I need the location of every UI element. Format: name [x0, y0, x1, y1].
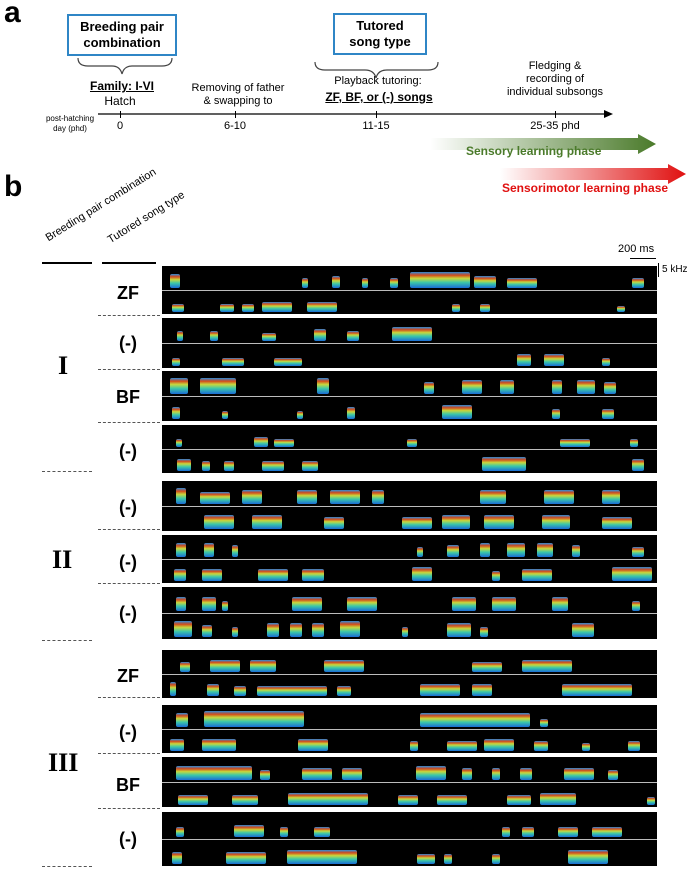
song-label-I-1: ZF [117, 283, 139, 303]
song-label-I-4: (-) [119, 441, 137, 461]
spectrogram-III-BF [162, 757, 657, 807]
song-sep [98, 422, 160, 423]
sensory-phase-label: Sensory learning phase [466, 144, 602, 158]
spectrogram-III-minus-2 [162, 812, 657, 866]
hatch-label: Hatch [104, 94, 136, 108]
sensorimotor-phase-label: Sensorimotor learning phase [502, 181, 669, 195]
panel-b-letter: b [4, 170, 23, 203]
playback-label: Playback tutoring: [334, 75, 422, 87]
tick-label-0: 0 [116, 120, 124, 132]
scale-label-freq: 5 kHz [662, 264, 688, 275]
brace-graphics [77, 57, 613, 118]
spectrogram-I-BF [162, 371, 657, 421]
spectrogram-II-minus-1 [162, 481, 657, 531]
spectrogram-I-minus-2 [162, 425, 657, 473]
tick-label-25-35: 25-35 phd [530, 120, 580, 132]
song-sep [98, 808, 160, 809]
spectrogram-I-minus-1 [162, 318, 657, 368]
phase-arrows [430, 134, 686, 184]
group-sep-2 [42, 640, 92, 641]
song-sep [98, 697, 160, 698]
spectrogram-III-minus-1 [162, 705, 657, 753]
tick-25-35 [555, 111, 556, 118]
song-label-II-3: (-) [119, 603, 137, 623]
song-sep [98, 753, 160, 754]
group-label-III: III [48, 748, 79, 777]
removal-label: Removing of father & swapping to [191, 82, 285, 107]
song-label-II-1: (-) [119, 497, 137, 517]
spectrogram-III-ZF [162, 650, 657, 698]
header-line-tutored [102, 262, 156, 264]
song-label-I-3: BF [116, 387, 140, 407]
family-label: Family: I-VI [89, 79, 154, 93]
tick-label-6-10: 6-10 [223, 120, 247, 132]
tick-label-11-15: 11-15 [362, 120, 390, 132]
song-sep [98, 529, 160, 530]
tick-6-10 [235, 111, 236, 118]
group-sep-1 [42, 471, 92, 472]
songs-label: ZF, BF, or (-) songs [325, 90, 433, 104]
tick-0 [120, 111, 121, 118]
song-label-II-2: (-) [119, 552, 137, 572]
spectrogram-II-minus-2 [162, 535, 657, 583]
song-label-III-3: BF [116, 775, 140, 795]
group-label-I: I [58, 351, 69, 380]
song-sep [98, 583, 160, 584]
scale-bar-freq [658, 263, 659, 277]
song-label-III-1: ZF [117, 666, 139, 686]
song-sep [98, 315, 160, 316]
group-sep-3 [42, 866, 92, 867]
scale-bar-time [630, 258, 656, 259]
spectrogram-I-ZF [162, 266, 657, 314]
tutored-song-box: Tutored song type [333, 13, 427, 55]
scale-label-time: 200 ms [618, 243, 655, 255]
fledging-label: Fledging & recording of individual subso… [506, 60, 603, 98]
tick-11-15 [376, 111, 377, 118]
song-label-III-2: (-) [119, 722, 137, 742]
panel-a-letter: a [4, 0, 21, 29]
song-label-I-2: (-) [119, 333, 137, 353]
group-label-II: II [52, 545, 73, 574]
header-line-breeding [42, 262, 92, 264]
spectrogram-II-minus-3 [162, 587, 657, 639]
song-sep [98, 369, 160, 370]
breeding-pair-box: Breeding pair combination [67, 14, 177, 56]
axis-label: post-hatching day (phd) [45, 114, 95, 133]
song-label-III-4: (-) [119, 829, 137, 849]
